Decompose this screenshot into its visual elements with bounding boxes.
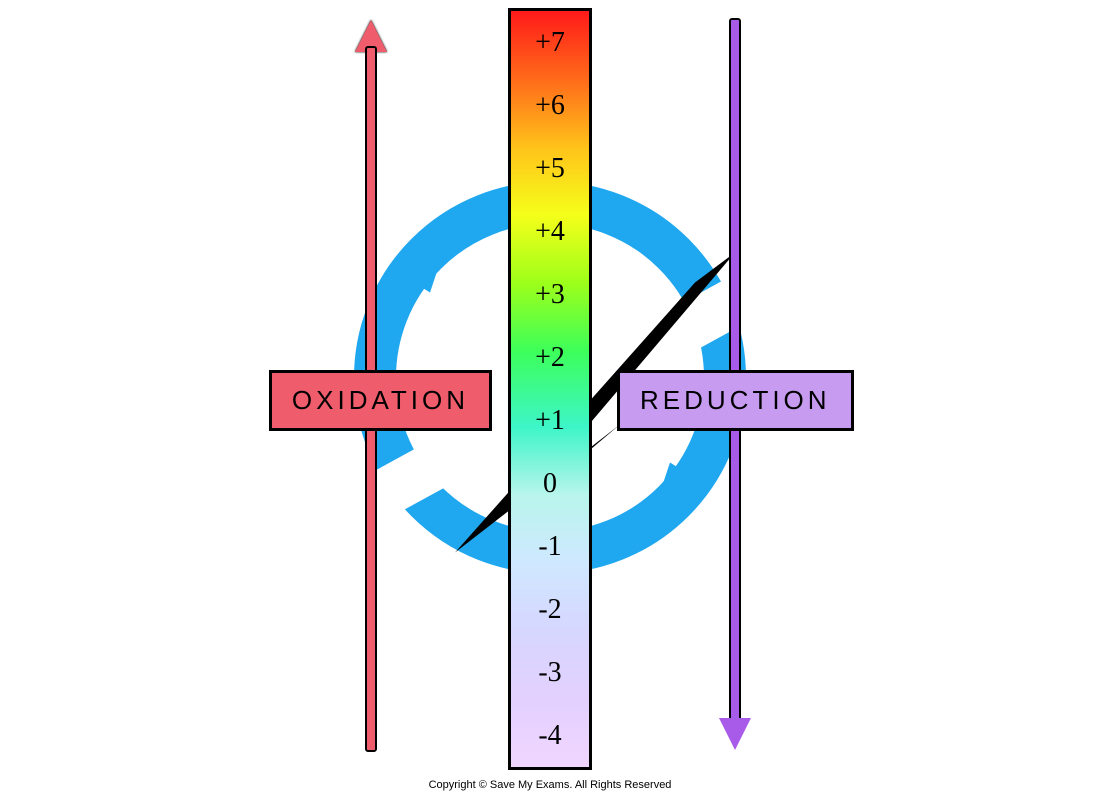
oxidation-state-scale: +7+6+5+4+3+2+10-1-2-3-4 bbox=[508, 8, 592, 770]
copyright-text: Copyright © Save My Exams. All Rights Re… bbox=[429, 779, 672, 791]
scale-cell: -2 bbox=[511, 578, 589, 641]
oxidation-label: OXIDATION bbox=[292, 385, 469, 415]
scale-cell: -1 bbox=[511, 515, 589, 578]
oxidation-label-box: OXIDATION bbox=[269, 370, 492, 431]
diagram-stage: +7+6+5+4+3+2+10-1-2-3-4 OXIDATION REDUCT… bbox=[0, 0, 1100, 797]
scale-cell: +5 bbox=[511, 137, 589, 200]
scale-cell: +3 bbox=[511, 263, 589, 326]
scale-cell: +1 bbox=[511, 389, 589, 452]
scale-cell: +7 bbox=[511, 11, 589, 74]
reduction-label: REDUCTION bbox=[640, 385, 831, 415]
reduction-label-box: REDUCTION bbox=[617, 370, 854, 431]
arrow-head-icon bbox=[719, 718, 751, 750]
scale-cell: -3 bbox=[511, 641, 589, 704]
scale-cell: +6 bbox=[511, 74, 589, 137]
scale-cell: 0 bbox=[511, 452, 589, 515]
scale-cell: -4 bbox=[511, 704, 589, 767]
scale-cell: +2 bbox=[511, 326, 589, 389]
scale-cell: +4 bbox=[511, 200, 589, 263]
